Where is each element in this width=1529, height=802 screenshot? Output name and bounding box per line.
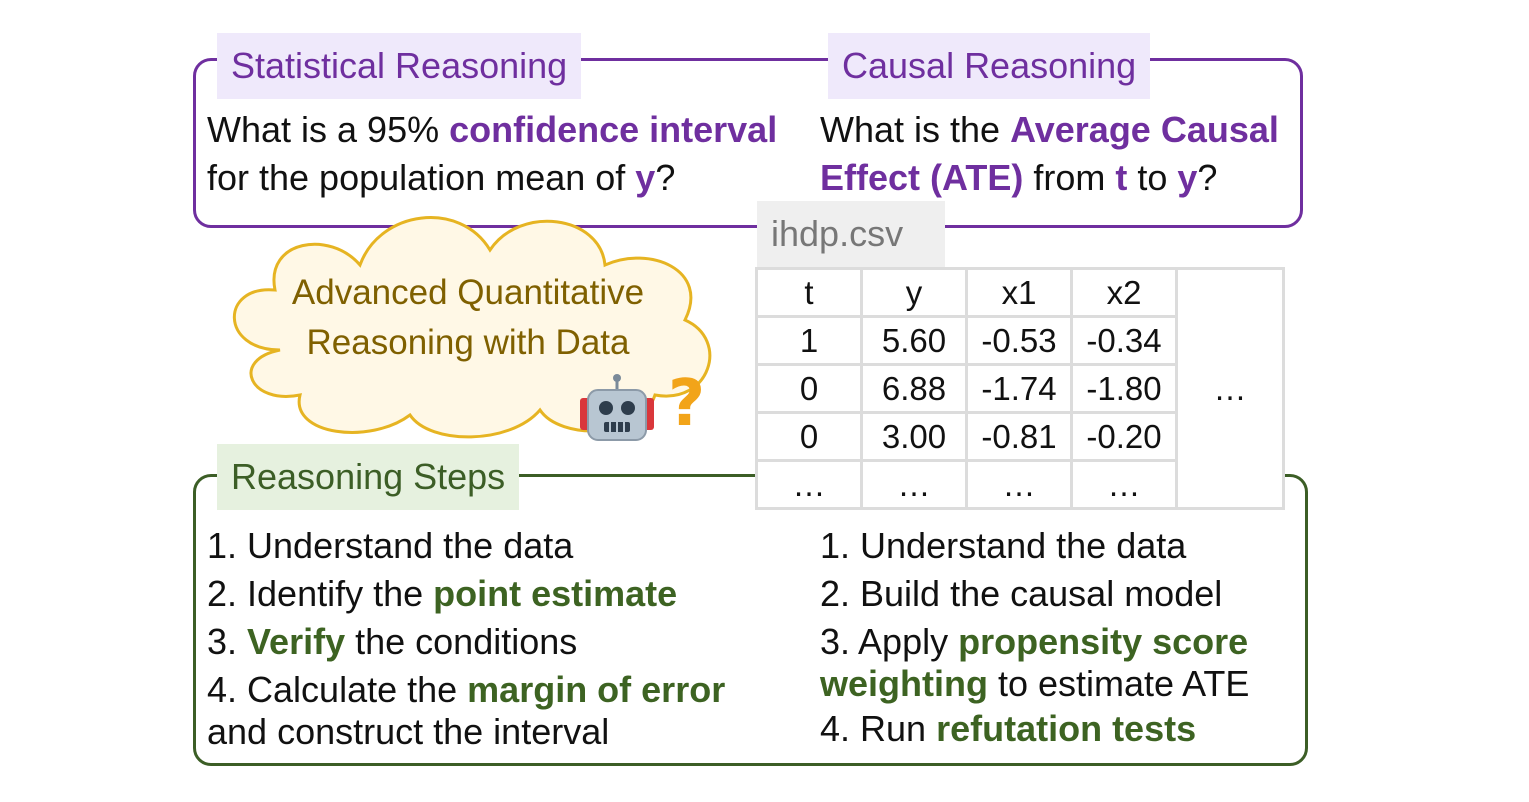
table-cell: -1.74 [965,363,1073,414]
table-cell: 5.60 [860,315,968,366]
table-header-cell: x1 [965,267,1073,318]
table-cell: -1.80 [1070,363,1178,414]
table-row: 0 6.88 -1.74 -1.80 [755,363,1284,414]
table-cell: … [965,459,1073,510]
step-item: weighting to estimate ATE [820,663,1250,704]
table-cell: -0.20 [1070,411,1178,462]
statistical-reasoning-tag: Statistical Reasoning [217,33,582,99]
table-row: 0 3.00 -0.81 -0.20 [755,411,1284,462]
robot-icon [580,374,654,441]
step-item: 4. Run refutation tests [820,708,1197,749]
step-item: 1. Understand the data [820,525,1187,566]
table-cell: -0.34 [1070,315,1178,366]
causal-reasoning-tag: Causal Reasoning [828,33,1151,99]
step-item: 4. Calculate the margin of error [207,669,726,710]
table-cell: 6.88 [860,363,968,414]
top-question-box [193,58,1303,228]
table-cell: 0 [755,363,863,414]
table-cell: … [755,459,863,510]
table-cell: … [1070,459,1178,510]
table-cell: 1 [755,315,863,366]
statistical-question: What is a 95% confidence interval for th… [207,109,778,198]
table-cell: … [860,459,968,510]
table-header-cell: y [860,267,968,318]
step-item: 2. Build the causal model [820,573,1223,614]
reasoning-steps-box [193,474,1308,766]
more-columns-cell: … [1175,267,1285,510]
cloud-shape [232,216,712,439]
step-item: 2. Identify the point estimate [207,573,678,614]
step-item: 3. Apply propensity score [820,621,1249,662]
file-name-tag: ihdp.csv [757,201,945,267]
causal-question: What is the Average Causal Effect (ATE) … [820,109,1279,198]
table-header-row: t y x1 x2 … [755,267,1285,510]
table-row: 1 5.60 -0.53 -0.34 [755,315,1284,366]
table-header-cell: x2 [1070,267,1178,318]
reasoning-steps-tag: Reasoning Steps [217,444,520,510]
step-item: 1. Understand the data [207,525,574,566]
table-cell: -0.53 [965,315,1073,366]
table-cell: 3.00 [860,411,968,462]
statistical-steps: 1. Understand the data 2. Identify the p… [207,522,725,753]
causal-steps: 1. Understand the data 2. Build the caus… [820,522,1249,753]
question-mark-icon: ? [668,367,706,441]
data-table: t y x1 x2 … 1 5.60 -0.53 -0.34 0 6.88 -1… [755,267,1285,510]
table-cell: -0.81 [965,411,1073,462]
table-row: … … … … [755,459,1284,510]
cloud-title: Advanced Quantitative Reasoning with Dat… [291,273,645,362]
step-item: and construct the interval [207,711,610,752]
table-header-cell: t [755,267,863,318]
table-cell: 0 [755,411,863,462]
step-item: 3. Verify the conditions [207,621,578,662]
